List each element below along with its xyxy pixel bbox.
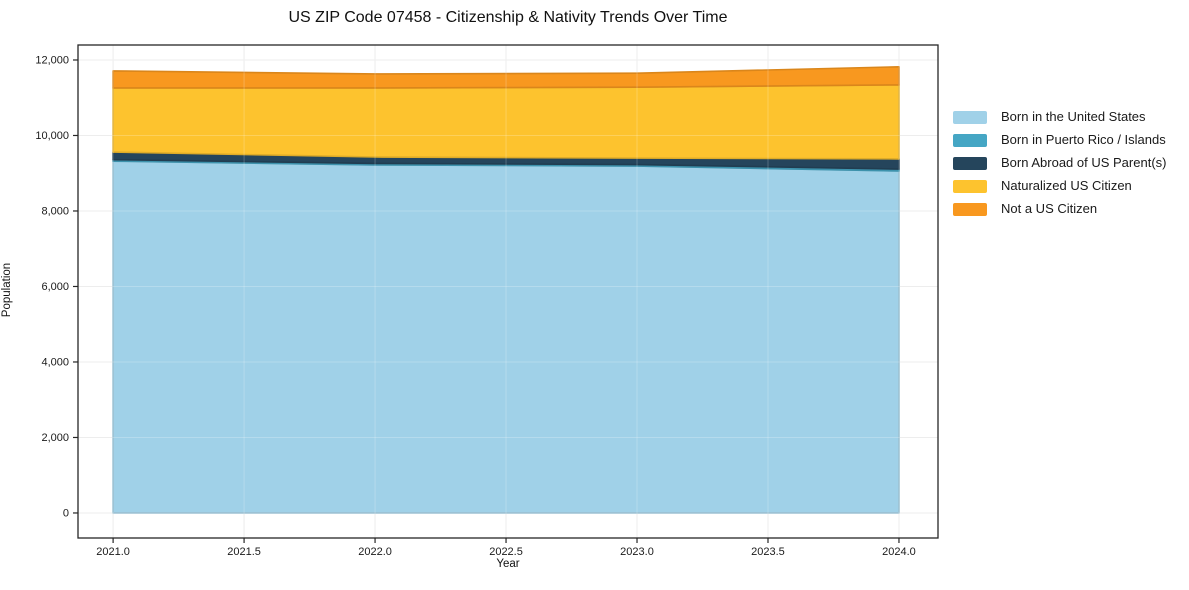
legend-swatch-born-abroad <box>953 156 987 170</box>
tick-labels: 0 2,000 4,000 6,000 8,000 10,000 12,000 2021.0 2… <box>35 54 915 558</box>
legend-swatch-born-pr <box>953 133 987 147</box>
legend: Born in the United States Born in Puerto… <box>953 110 1166 216</box>
y-tick-label: 0 <box>63 507 69 519</box>
legend-label: Born in Puerto Rico / Islands <box>1001 132 1166 147</box>
x-tick-label: 2023.5 <box>751 546 785 558</box>
y-tick-label: 4,000 <box>41 356 69 368</box>
legend-label: Naturalized US Citizen <box>1001 178 1132 193</box>
tick-marks <box>73 59 900 543</box>
legend-label: Born Abroad of US Parent(s) <box>1001 155 1167 170</box>
chart-title: US ZIP Code 07458 - Citizenship & Nativi… <box>288 9 728 26</box>
legend-swatch-naturalized <box>953 179 987 193</box>
y-tick-label: 6,000 <box>41 281 69 293</box>
legend-label: Born in the United States <box>1001 109 1146 124</box>
x-axis-label: Year <box>496 558 520 570</box>
y-tick-label: 2,000 <box>41 432 69 444</box>
legend-swatch-born-us <box>953 110 987 124</box>
legend-item-naturalized: Naturalized US Citizen <box>953 179 1166 193</box>
legend-item-born-us: Born in the United States <box>953 110 1166 124</box>
x-tick-label: 2022.5 <box>489 546 523 558</box>
area-series-group <box>112 65 900 514</box>
legend-item-born-pr: Born in Puerto Rico / Islands <box>953 133 1166 147</box>
grid-overlay <box>78 45 938 538</box>
x-tick-label: 2024.0 <box>882 546 916 558</box>
x-tick-label: 2021.0 <box>96 546 130 558</box>
legend-swatch-not-citizen <box>953 202 987 216</box>
legend-item-not-citizen: Not a US Citizen <box>953 202 1166 216</box>
legend-label: Not a US Citizen <box>1001 201 1098 216</box>
y-tick-label: 10,000 <box>35 130 69 142</box>
x-tick-label: 2021.5 <box>227 546 261 558</box>
x-tick-label: 2023.0 <box>620 546 654 558</box>
x-tick-label: 2022.0 <box>358 546 392 558</box>
legend-item-born-abroad: Born Abroad of US Parent(s) <box>953 156 1166 170</box>
y-tick-label: 12,000 <box>35 54 69 66</box>
y-tick-label: 8,000 <box>41 205 69 217</box>
area-series-4 <box>112 65 900 89</box>
plot-border <box>77 44 939 539</box>
